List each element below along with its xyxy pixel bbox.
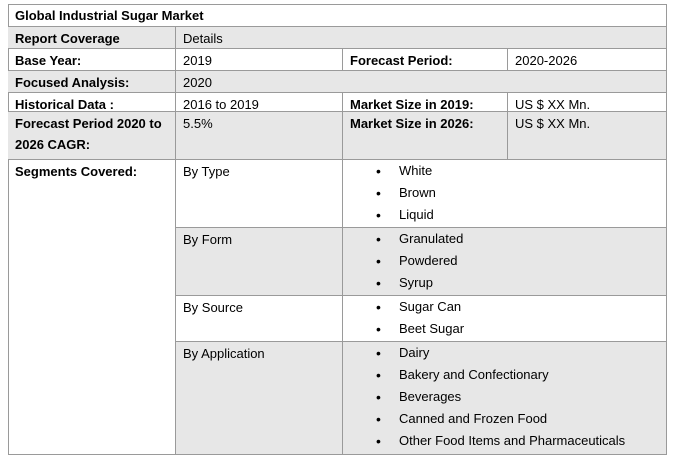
bullet-item: Syrup: [376, 272, 433, 294]
bullet-item: Sugar Can: [376, 296, 461, 318]
cell: Focused Analysis:: [8, 71, 176, 93]
cell: 2016 to 2019: [176, 93, 343, 112]
bullet-item: Other Food Items and Pharmaceuticals: [376, 430, 625, 452]
group-name: By Type: [176, 160, 343, 228]
cell: Base Year:: [8, 49, 176, 71]
group-name: By Application: [176, 342, 343, 455]
group-items: [343, 160, 667, 228]
bullet-item: Beverages: [376, 386, 461, 408]
cell: Historical Data :: [8, 93, 176, 112]
cell: Forecast Period:: [343, 49, 508, 71]
cell: US $ XX Mn.: [508, 93, 667, 112]
bullet-item: Beet Sugar: [376, 318, 464, 340]
segments-label: Segments Covered:: [8, 160, 176, 455]
bullet-item: White: [376, 160, 432, 182]
cell: Details: [176, 27, 667, 49]
group-items: [343, 228, 667, 296]
bullet-item: Brown: [376, 182, 436, 204]
group-name: By Form: [176, 228, 343, 296]
bullet-item: Dairy: [376, 342, 430, 364]
cell: 5.5%: [176, 112, 343, 160]
cell: Report Coverage: [8, 27, 176, 49]
cell: 2020: [176, 71, 667, 93]
bullet-item: Granulated: [376, 228, 463, 250]
table-frame: [8, 4, 667, 455]
bullet-item: Powdered: [376, 250, 457, 272]
title: Global Industrial Sugar Market: [8, 4, 667, 27]
group-name: By Source: [176, 296, 343, 342]
cell: Forecast Period 2020 to 2026 CAGR:: [8, 112, 176, 160]
group-items: [343, 296, 667, 342]
bullet-item: Canned and Frozen Food: [376, 408, 547, 430]
bullet-item: Liquid: [376, 204, 434, 226]
cell: 2019: [176, 49, 343, 71]
cell: 2020-2026: [508, 49, 667, 71]
cell: Market Size in 2026:: [343, 112, 508, 160]
bullet-item: Bakery and Confectionary: [376, 364, 549, 386]
cell: Market Size in 2019:: [343, 93, 508, 112]
cell: US $ XX Mn.: [508, 112, 667, 160]
